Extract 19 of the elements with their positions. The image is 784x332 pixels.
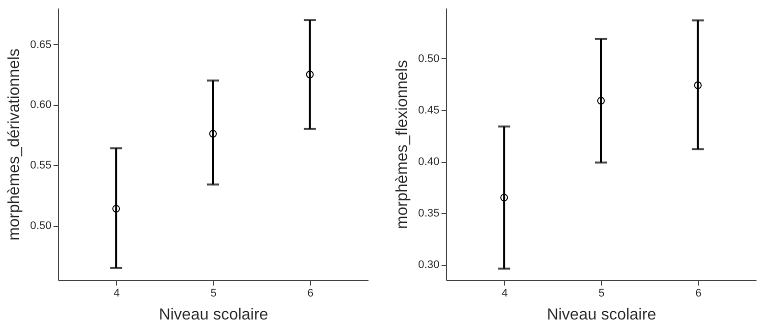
y-tick-label: 0.65 (30, 38, 52, 51)
y-tick-label: 0.50 (30, 220, 52, 232)
x-axis-title: Niveau scolaire (546, 306, 656, 324)
x-tick-label: 6 (307, 288, 314, 300)
y-tick-label: 0.35 (418, 208, 440, 220)
y-tick-label: 0.40 (418, 156, 440, 168)
y-tick-label: 0.60 (30, 99, 52, 112)
x-tick-label: 4 (114, 288, 120, 300)
y-tick-label: 0.45 (418, 104, 440, 116)
y-tick-label: 0.30 (418, 259, 440, 272)
y-axis-title: morphèmes_dérivationnels (6, 48, 24, 241)
x-tick-label: 5 (210, 288, 217, 300)
x-tick-label: 6 (695, 288, 702, 300)
y-tick-label: 0.50 (418, 52, 440, 65)
x-tick-label: 5 (598, 288, 605, 300)
y-axis-title: morphèmes_flexionnels (394, 60, 412, 229)
x-axis-title: Niveau scolaire (158, 306, 268, 324)
y-tick-label: 0.55 (30, 160, 52, 172)
x-tick-label: 4 (502, 288, 508, 300)
